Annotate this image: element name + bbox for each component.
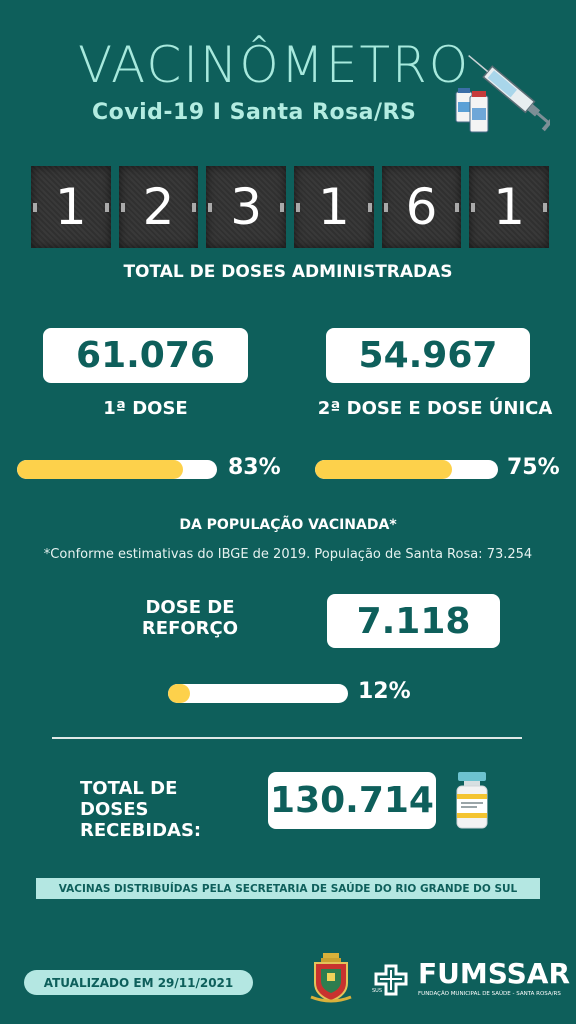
org-full-name: FUNDAÇÃO MUNICIPAL DE SAÚDE - SANTA ROSA… bbox=[418, 991, 561, 997]
received-label-line1: TOTAL DE DOSES bbox=[80, 778, 178, 820]
sus-label: SUS bbox=[372, 988, 383, 994]
first-dose-value: 61.076 bbox=[43, 328, 248, 383]
total-doses-label: TOTAL DE DOSES ADMINISTRADAS bbox=[123, 262, 453, 282]
booster-label-line2: REFORÇO bbox=[141, 618, 239, 639]
org-name: FUMSSAR bbox=[418, 957, 571, 990]
received-label: TOTAL DE DOSES RECEBIDAS: bbox=[80, 778, 245, 841]
population-note: *Conforme estimativas do IBGE de 2019. P… bbox=[43, 547, 533, 562]
updated-date-badge: ATUALIZADO EM 29/11/2021 bbox=[24, 970, 253, 995]
first-dose-progress-bar bbox=[17, 460, 217, 479]
city-crest-logo bbox=[310, 953, 352, 1003]
population-vaccinated-label: DA POPULAÇÃO VACINADA* bbox=[179, 517, 397, 533]
booster-label: DOSE DE REFORÇO bbox=[130, 597, 250, 639]
counter-digit: 1 bbox=[294, 166, 374, 248]
page-subtitle: Covid-19 I Santa Rosa/RS bbox=[92, 100, 417, 125]
booster-progress-fill bbox=[168, 684, 190, 703]
counter-digit: 1 bbox=[31, 166, 111, 248]
first-dose-progress-fill bbox=[17, 460, 183, 479]
counter-digit: 1 bbox=[469, 166, 550, 248]
distribution-banner: VACINAS DISTRIBUÍDAS PELA SECRETARIA DE … bbox=[36, 878, 540, 899]
second-dose-progress-bar bbox=[315, 460, 498, 479]
vaccine-vial-icon bbox=[456, 772, 488, 829]
counter-digit: 2 bbox=[118, 166, 199, 248]
counter-digit: 6 bbox=[381, 166, 462, 248]
fumssar-cross-logo bbox=[374, 964, 408, 996]
divider bbox=[52, 737, 522, 739]
second-dose-value: 54.967 bbox=[326, 328, 530, 383]
counter-digit: 3 bbox=[206, 166, 287, 248]
received-label-line2: RECEBIDAS: bbox=[80, 820, 202, 841]
fumssar-logo: SUS FUMSSAR FUNDAÇÃO MUNICIPAL DE SAÚDE … bbox=[372, 957, 570, 1002]
first-dose-label: 1ª DOSE bbox=[103, 398, 188, 419]
booster-value: 7.118 bbox=[327, 594, 500, 648]
booster-label-line1: DOSE DE bbox=[145, 597, 235, 618]
booster-progress-bar bbox=[168, 684, 348, 703]
received-value: 130.714 bbox=[268, 772, 436, 829]
second-dose-percent: 75% bbox=[507, 455, 560, 480]
second-dose-progress-fill bbox=[315, 460, 453, 479]
syringe-icon bbox=[455, 54, 550, 133]
first-dose-percent: 83% bbox=[228, 455, 281, 480]
doses-counter: 1 2 3 1 6 1 bbox=[31, 166, 550, 248]
second-dose-label: 2ª DOSE E DOSE ÚNICA bbox=[317, 398, 553, 419]
booster-percent: 12% bbox=[358, 679, 411, 704]
page-title: VACINÔMETRO bbox=[78, 36, 471, 94]
